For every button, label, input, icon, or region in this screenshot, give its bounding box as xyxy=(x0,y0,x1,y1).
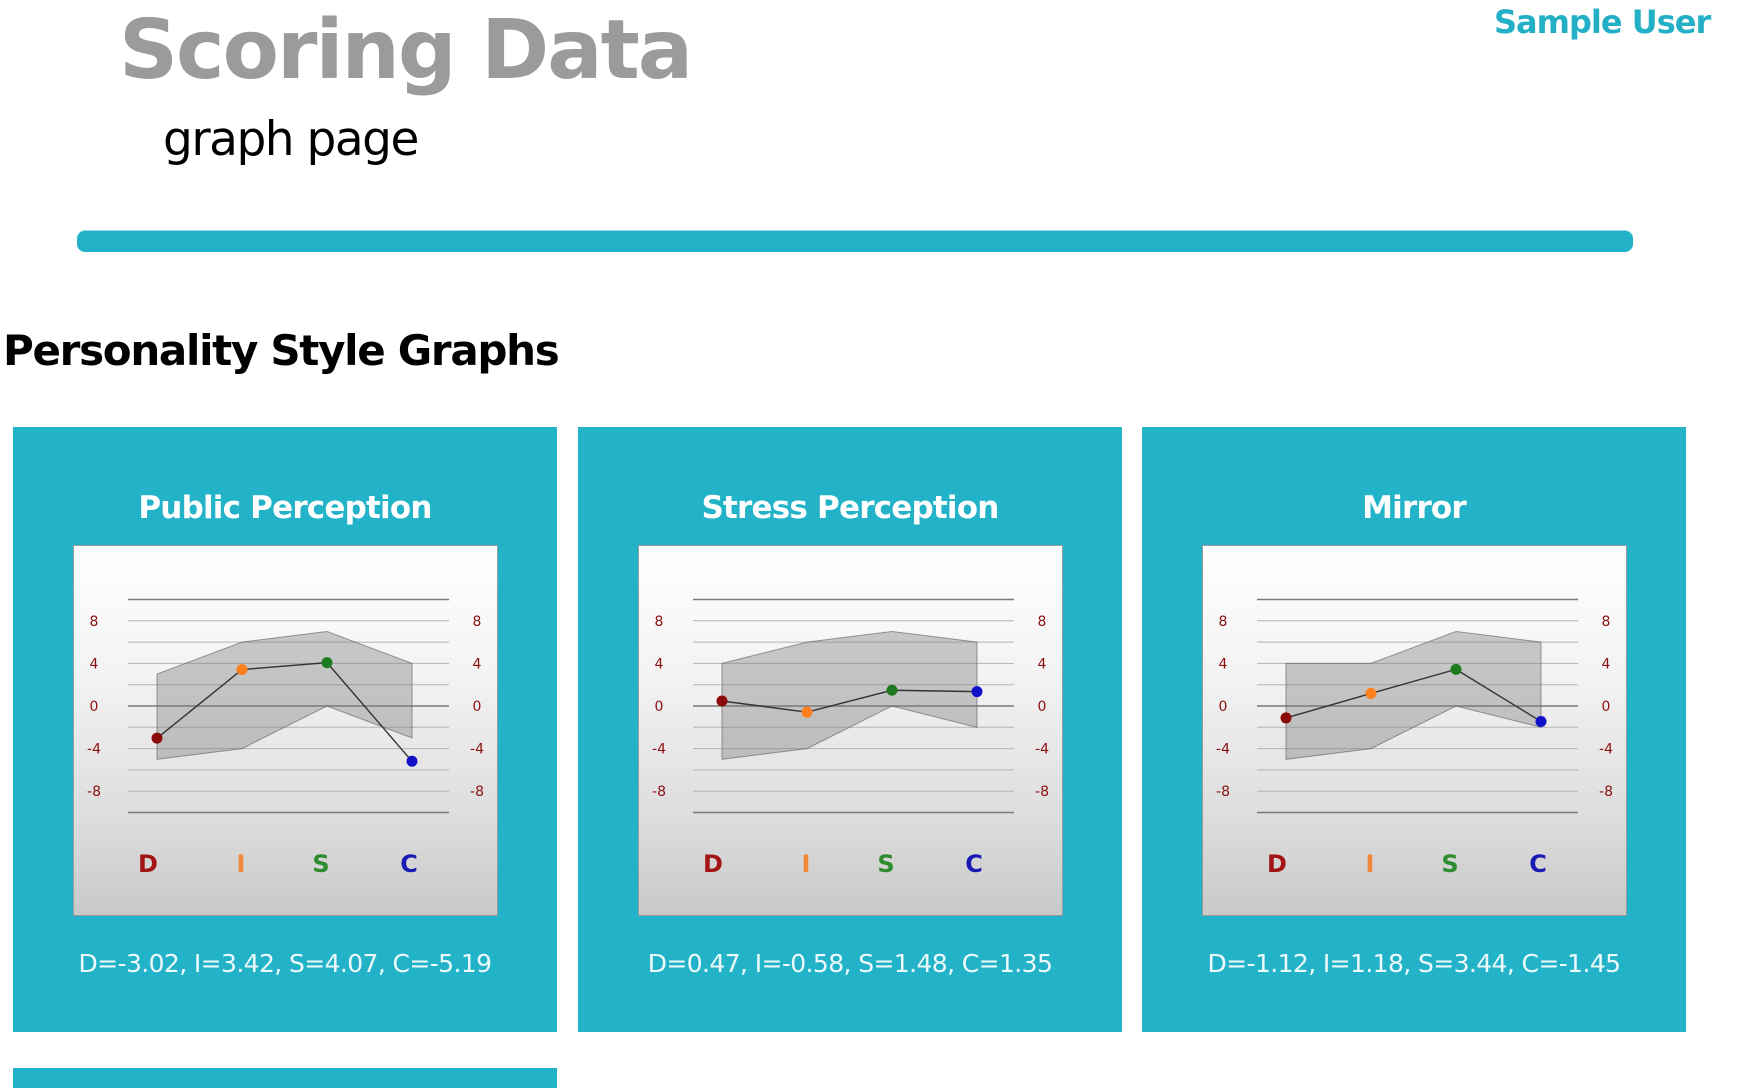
y-tick-label-right: 0 xyxy=(1038,699,1047,715)
disc-chart: 8 8 4 4 0 0 -4 -4 -8 -8 D I S C xyxy=(73,545,498,916)
marker-s xyxy=(321,657,333,669)
y-tick-label-right: 8 xyxy=(473,614,482,630)
y-tick-label-left: -8 xyxy=(652,784,666,800)
category-label-d: D xyxy=(138,850,158,878)
y-tick-label-left: 4 xyxy=(90,656,99,672)
marker-i xyxy=(236,664,248,676)
category-label-c: C xyxy=(400,850,418,878)
category-label-d: D xyxy=(703,850,723,878)
marker-d xyxy=(716,695,728,707)
panel-values: D=0.47, I=-0.58, S=1.48, C=1.35 xyxy=(647,949,1053,978)
category-label-d: D xyxy=(1267,850,1287,878)
panel-values: D=-1.12, I=1.18, S=3.44, C=-1.45 xyxy=(1207,949,1622,978)
category-label-c: C xyxy=(965,850,983,878)
page-title: Scoring Data xyxy=(119,3,693,98)
y-tick-label-right: -4 xyxy=(1035,742,1049,758)
y-tick-label-left: -4 xyxy=(87,742,101,758)
graph-panel-public-perception: Public Perception 8 8 4 4 0 0 -4 -4 -8 -8 D I S C D=-… xyxy=(13,427,557,1032)
marker-c xyxy=(406,755,418,767)
score-line xyxy=(721,689,978,713)
y-tick-label-left: 8 xyxy=(1219,614,1228,630)
panel-title: Public Perception xyxy=(138,490,432,526)
y-tick-label-right: 4 xyxy=(1602,656,1611,672)
disc-chart: 8 8 4 4 0 0 -4 -4 -8 -8 D I S C xyxy=(638,545,1063,916)
y-tick-label-left: 4 xyxy=(655,656,664,672)
y-tick-label-left: 8 xyxy=(90,614,99,630)
marker-i xyxy=(1365,687,1377,699)
y-tick-label-left: 8 xyxy=(655,614,664,630)
y-tick-label-left: -8 xyxy=(1216,784,1230,800)
y-tick-label-left: 0 xyxy=(655,699,664,715)
y-tick-label-left: -4 xyxy=(652,742,666,758)
graph-panel-next xyxy=(13,1068,557,1088)
y-tick-label-right: -8 xyxy=(470,784,484,800)
y-tick-label-left: -8 xyxy=(87,784,101,800)
marker-c xyxy=(971,686,983,698)
y-tick-label-right: 4 xyxy=(473,656,482,672)
category-label-i: I xyxy=(237,850,246,878)
y-tick-label-left: 0 xyxy=(1219,699,1228,715)
graph-panel-stress-perception: Stress Perception 8 8 4 4 0 0 -4 -4 -8 -8 D I S C D=0… xyxy=(578,427,1122,1032)
chart-svg: 8 8 4 4 0 0 -4 -4 -8 -8 D I S C xyxy=(1216,598,1613,878)
range-band xyxy=(1285,630,1542,760)
range-band xyxy=(156,630,413,760)
user-name-link[interactable]: Sample User xyxy=(1494,3,1711,41)
y-tick-label-right: 8 xyxy=(1602,614,1611,630)
chart-svg: 8 8 4 4 0 0 -4 -4 -8 -8 D I S C xyxy=(87,598,484,878)
disc-chart: 8 8 4 4 0 0 -4 -4 -8 -8 D I S C xyxy=(1202,545,1627,916)
category-label-s: S xyxy=(1441,850,1458,878)
score-line xyxy=(156,661,413,762)
panel-title: Mirror xyxy=(1362,490,1467,526)
header-divider xyxy=(77,231,1633,252)
y-tick-label-left: -4 xyxy=(1216,742,1230,758)
y-tick-label-right: 0 xyxy=(473,699,482,715)
marker-s xyxy=(1450,663,1462,675)
panel-title: Stress Perception xyxy=(701,490,1000,526)
y-tick-label-right: 4 xyxy=(1038,656,1047,672)
category-label-c: C xyxy=(1529,850,1547,878)
marker-d xyxy=(1280,712,1292,724)
marker-i xyxy=(801,706,813,718)
section-heading: Personality Style Graphs xyxy=(3,326,560,375)
category-label-s: S xyxy=(312,850,329,878)
y-tick-label-right: 8 xyxy=(1038,614,1047,630)
y-tick-label-left: 4 xyxy=(1219,656,1228,672)
graph-panel-mirror: Mirror 8 8 4 4 0 0 -4 -4 -8 -8 D I S C D=-1.12, I=1.1… xyxy=(1142,427,1686,1032)
score-line xyxy=(1285,668,1542,723)
y-tick-label-right: -4 xyxy=(470,742,484,758)
category-label-i: I xyxy=(1366,850,1375,878)
range-band xyxy=(721,630,978,760)
chart-svg: 8 8 4 4 0 0 -4 -4 -8 -8 D I S C xyxy=(652,598,1049,878)
marker-c xyxy=(1535,715,1547,727)
marker-d xyxy=(151,732,163,744)
y-tick-label-right: -8 xyxy=(1599,784,1613,800)
category-label-s: S xyxy=(877,850,894,878)
page-subtitle: graph page xyxy=(163,112,419,167)
y-tick-label-right: -4 xyxy=(1599,742,1613,758)
y-tick-label-right: -8 xyxy=(1035,784,1049,800)
panel-values: D=-3.02, I=3.42, S=4.07, C=-5.19 xyxy=(78,949,493,978)
category-label-i: I xyxy=(802,850,811,878)
y-tick-label-right: 0 xyxy=(1602,699,1611,715)
marker-s xyxy=(886,684,898,696)
y-tick-label-left: 0 xyxy=(90,699,99,715)
